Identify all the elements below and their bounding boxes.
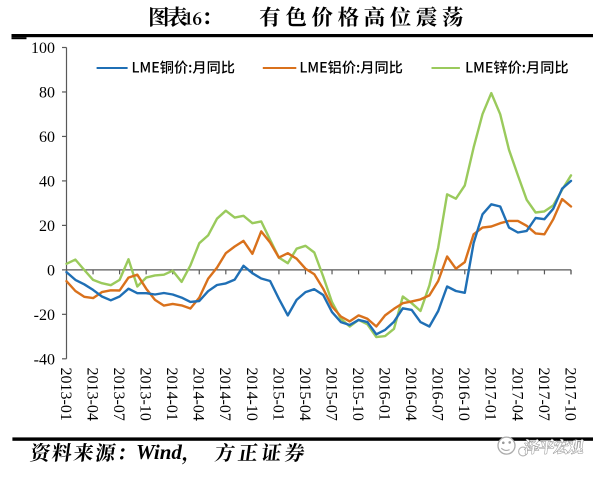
svg-text:100: 100 [31, 40, 55, 57]
svg-text:2016-04: 2016-04 [402, 368, 419, 421]
svg-text:2016-07: 2016-07 [429, 368, 446, 421]
svg-text:2017-10: 2017-10 [561, 368, 578, 421]
svg-text:2015-01: 2015-01 [269, 368, 286, 421]
svg-text:0: 0 [47, 262, 55, 279]
svg-text:2017-07: 2017-07 [535, 368, 552, 421]
svg-text:2013-04: 2013-04 [83, 368, 100, 421]
svg-text:2013-01: 2013-01 [57, 368, 74, 421]
svg-text:Wind: Wind [136, 440, 182, 464]
svg-text:2014-01: 2014-01 [163, 368, 180, 421]
svg-text:2015-07: 2015-07 [322, 368, 339, 421]
svg-text:2014-10: 2014-10 [243, 368, 260, 421]
svg-text:2015-04: 2015-04 [296, 368, 313, 421]
svg-text:-40: -40 [34, 351, 55, 368]
svg-text:2014-04: 2014-04 [190, 368, 207, 421]
svg-text:2016-01: 2016-01 [376, 368, 393, 421]
svg-text:2017-04: 2017-04 [508, 368, 525, 421]
svg-text:60: 60 [39, 129, 55, 146]
svg-text:2015-10: 2015-10 [349, 368, 366, 421]
svg-text:2014-07: 2014-07 [216, 368, 233, 421]
svg-text:2016-10: 2016-10 [455, 368, 472, 421]
svg-text:80: 80 [39, 84, 55, 101]
svg-text:20: 20 [39, 218, 55, 235]
svg-text:40: 40 [39, 173, 55, 190]
svg-text:-20: -20 [34, 307, 55, 324]
svg-text:2013-10: 2013-10 [137, 368, 154, 421]
svg-text:2017-01: 2017-01 [482, 368, 499, 421]
svg-text:2013-07: 2013-07 [110, 368, 127, 421]
